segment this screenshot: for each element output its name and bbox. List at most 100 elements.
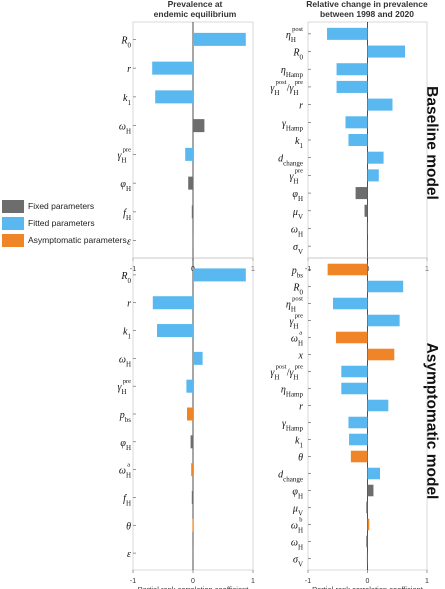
legend-swatch-fixed (2, 200, 24, 213)
bar-baseline-change-4 (367, 98, 393, 111)
bar-asymptomatic-endemic-2 (157, 324, 193, 338)
category-label-asymptomatic-change-6: γHpost /γHpre (270, 364, 303, 382)
category-label-baseline-change-12: σV (293, 242, 303, 256)
column-title-endemic: Prevalence at endemic equilibrium (115, 0, 275, 19)
x-tick-label: 0 (366, 578, 370, 585)
bar-asymptomatic-change-5 (367, 348, 395, 361)
category-label-baseline-endemic-5: φH (120, 179, 131, 193)
legend-item-asymptomatic: Asymptomatic parameters (2, 234, 152, 248)
bar-asymptomatic-change-9 (348, 416, 368, 429)
category-label-baseline-endemic-1: r (127, 64, 131, 75)
category-label-baseline-endemic-3: ωH (119, 122, 131, 136)
category-label-baseline-change-8: γHpre (289, 167, 303, 185)
category-label-asymptomatic-change-14: μV (292, 504, 303, 518)
category-label-baseline-change-4: r (299, 101, 303, 112)
x-tick-label: 1 (251, 578, 255, 585)
column-title-change: Relative change in prevalence between 19… (282, 0, 445, 19)
category-label-baseline-change-2: ηHamp (281, 65, 304, 79)
category-label-baseline-change-3: γHpost /γHpre (270, 79, 303, 97)
bar-asymptomatic-endemic-6 (190, 435, 193, 449)
bar-asymptomatic-endemic-10 (192, 546, 194, 560)
bar-asymptomatic-endemic-4 (186, 379, 193, 393)
category-label-baseline-change-7: dchange (278, 154, 303, 168)
bar-baseline-change-1 (367, 45, 405, 58)
bar-asymptomatic-endemic-9 (192, 518, 194, 532)
legend-item-fixed: Fixed parameters (2, 200, 152, 214)
bar-baseline-endemic-6 (191, 205, 193, 219)
x-axis-label: Partial rank correlation coefficient (138, 585, 250, 589)
bar-asymptomatic-change-3 (367, 314, 400, 327)
bar-asymptomatic-change-6 (341, 365, 368, 378)
category-label-asymptomatic-change-11: θ (298, 453, 303, 464)
legend-label-fixed: Fixed parameters (28, 201, 95, 211)
bar-asymptomatic-change-13 (367, 484, 374, 497)
category-label-asymptomatic-change-3: γHpre (289, 313, 303, 331)
category-label-asymptomatic-endemic-4: γHpre (117, 378, 131, 396)
category-label-baseline-endemic-0: R0 (120, 35, 131, 49)
category-label-asymptomatic-change-17: σV (293, 555, 303, 569)
category-label-asymptomatic-change-8: r (299, 402, 303, 413)
bar-baseline-change-0 (327, 27, 368, 40)
category-label-asymptomatic-change-7: ηHamp (281, 385, 304, 399)
bar-baseline-endemic-1 (152, 61, 193, 75)
category-label-asymptomatic-change-9: γHamp (282, 419, 304, 433)
category-label-asymptomatic-endemic-3: ωH (119, 354, 131, 368)
category-label-asymptomatic-change-2: ηHpost (286, 296, 303, 314)
bar-baseline-endemic-5 (188, 176, 193, 190)
column-title-change-line1: Relative change in prevalence (306, 0, 428, 9)
category-label-asymptomatic-change-10: k1 (295, 436, 303, 450)
column-title-endemic-line1: Prevalence at (167, 0, 223, 9)
category-label-baseline-change-0: ηHpost (286, 26, 303, 44)
bar-asymptomatic-change-12 (367, 467, 380, 480)
legend-label-asymptomatic: Asymptomatic parameters (28, 235, 127, 245)
bar-asymptomatic-change-16 (366, 535, 368, 548)
category-label-baseline-change-5: γHamp (282, 118, 304, 132)
bar-asymptomatic-change-2 (332, 297, 368, 310)
category-label-baseline-change-6: k1 (295, 136, 303, 150)
category-label-baseline-endemic-4: γHpre (117, 146, 131, 164)
bar-baseline-change-7 (367, 151, 384, 164)
bar-asymptomatic-endemic-1 (152, 296, 193, 310)
category-label-asymptomatic-endemic-8: fH (123, 493, 131, 507)
bar-asymptomatic-change-1 (367, 280, 404, 293)
category-label-asymptomatic-endemic-0: R0 (120, 271, 131, 285)
legend-swatch-asymptomatic (2, 234, 24, 247)
bar-baseline-change-10 (364, 204, 368, 217)
bar-baseline-endemic-7 (192, 234, 194, 248)
bar-baseline-endemic-4 (185, 147, 193, 161)
category-label-asymptomatic-change-13: φH (292, 487, 303, 501)
category-label-asymptomatic-change-0: pbs (291, 266, 304, 280)
legend-swatch-fitted (2, 217, 24, 230)
bar-baseline-change-12 (366, 240, 368, 253)
category-label-asymptomatic-endemic-10: ε (127, 549, 131, 560)
category-label-baseline-change-11: ωH (291, 224, 303, 238)
category-label-asymptomatic-endemic-6: φH (120, 438, 131, 452)
category-label-baseline-endemic-6: fH (123, 208, 131, 222)
legend-label-fitted: Fitted parameters (28, 218, 95, 228)
category-label-baseline-endemic-2: k1 (123, 93, 131, 107)
category-label-baseline-change-1: R0 (292, 48, 303, 62)
category-label-asymptomatic-change-4: ωHa (291, 330, 303, 348)
bar-asymptomatic-change-4 (335, 331, 368, 344)
bar-asymptomatic-change-0 (327, 263, 368, 276)
category-label-baseline-endemic-7: ε (127, 237, 131, 248)
bar-asymptomatic-change-8 (367, 399, 389, 412)
bar-asymptomatic-change-11 (350, 450, 368, 463)
bar-asymptomatic-change-17 (366, 552, 368, 565)
bar-baseline-change-8 (367, 169, 379, 182)
category-label-asymptomatic-endemic-7: ωHa (119, 462, 131, 480)
category-label-asymptomatic-endemic-5: pbs (119, 410, 132, 424)
column-title-endemic-line2: endemic equilibrium (153, 8, 237, 19)
category-label-baseline-change-9: φH (292, 189, 303, 203)
category-label-asymptomatic-change-1: R0 (292, 283, 303, 297)
bar-asymptomatic-endemic-8 (191, 490, 193, 504)
bar-asymptomatic-endemic-3 (193, 351, 203, 365)
category-label-baseline-change-10: μV (292, 207, 303, 221)
bar-baseline-change-5 (345, 116, 368, 129)
category-label-asymptomatic-endemic-9: θ (126, 521, 131, 532)
bar-asymptomatic-endemic-0 (193, 268, 246, 282)
